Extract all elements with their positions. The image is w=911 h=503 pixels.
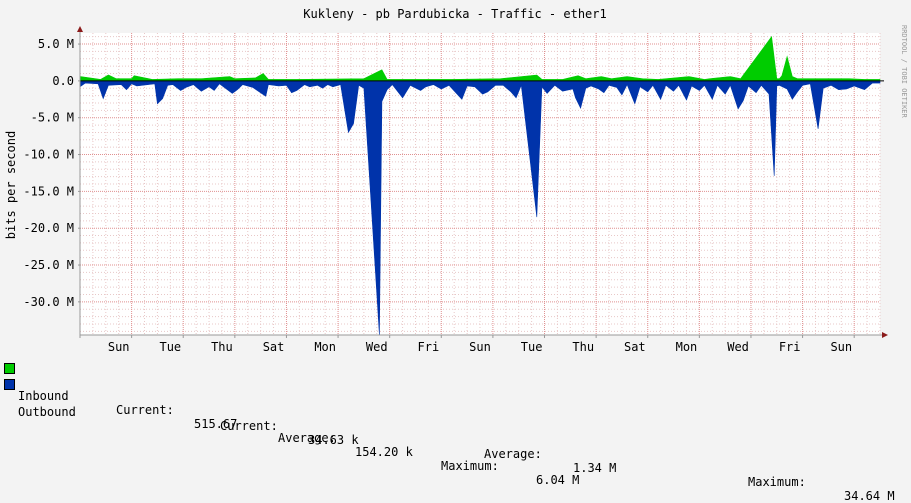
grid [79,33,881,335]
legend-inbound-maximum-label: Maximum: [441,459,499,473]
legend-inbound-maximum: 6.04 M [536,473,580,487]
y-axis-arrow [77,26,83,32]
y-tick-label: -30.0 M [23,295,74,309]
legend-inbound-current-label: Current: [116,403,174,417]
watermark: RRDTOOL / TOBI OETIKER [900,25,908,119]
y-tick-label: -5.0 M [31,111,74,125]
x-tick-label: Sun [469,340,491,354]
tick-labels: 5.0 M 0.0 -5.0 M -10.0 M -15.0 M -20.0 M -25.0… [23,37,852,354]
x-tick-label: Mon [314,340,336,354]
x-tick-label: Wed [366,340,388,354]
y-tick-label: -20.0 M [23,221,74,235]
x-axis-arrow [882,332,888,338]
y-tick-label: -15.0 M [23,184,74,198]
legend-outbound-current-label: Current: [220,419,278,433]
x-tick-label: Tue [159,340,181,354]
series-outbound-area [79,80,881,336]
y-tick-label: -25.0 M [23,258,74,272]
inbound-swatch [4,363,15,374]
x-tick-label: Thu [572,340,594,354]
x-tick-label: Sun [830,340,852,354]
x-tick-label: Mon [676,340,698,354]
y-axis-label: bits per second [4,131,18,239]
legend-row-outbound: Outbound Current: 34.63 k Average: 1.34 … [4,377,895,503]
series-layer [79,35,881,336]
y-tick-label: 0.0 [52,74,74,88]
legend-outbound-maximum: 34.64 M [844,489,895,503]
legend-outbound-maximum-label: Maximum: [748,475,806,489]
x-tick-label: Fri [418,340,440,354]
legend-outbound-average: 1.34 M [573,461,617,475]
x-tick-label: Sat [624,340,646,354]
x-tick-label: Sat [263,340,285,354]
outbound-swatch [4,379,15,390]
x-tick-label: Tue [521,340,543,354]
legend-outbound-average-label: Average: [484,447,542,461]
y-tick-label: -10.0 M [23,148,74,162]
legend-outbound-current: 34.63 k [308,433,359,447]
legend-outbound-name: Outbound [18,405,76,419]
legend-inbound-average: 154.20 k [355,445,413,459]
axes [77,26,888,338]
chart-title: Kukleny - pb Pardubicka - Traffic - ethe… [303,7,606,21]
x-tick-label: Thu [211,340,233,354]
traffic-chart: Kukleny - pb Pardubicka - Traffic - ethe… [4,7,908,354]
x-tick-label: Fri [779,340,801,354]
series-inbound-area [79,35,881,82]
x-tick-label: Sun [108,340,130,354]
x-tick-label: Wed [727,340,749,354]
y-tick-label: 5.0 M [38,37,74,51]
